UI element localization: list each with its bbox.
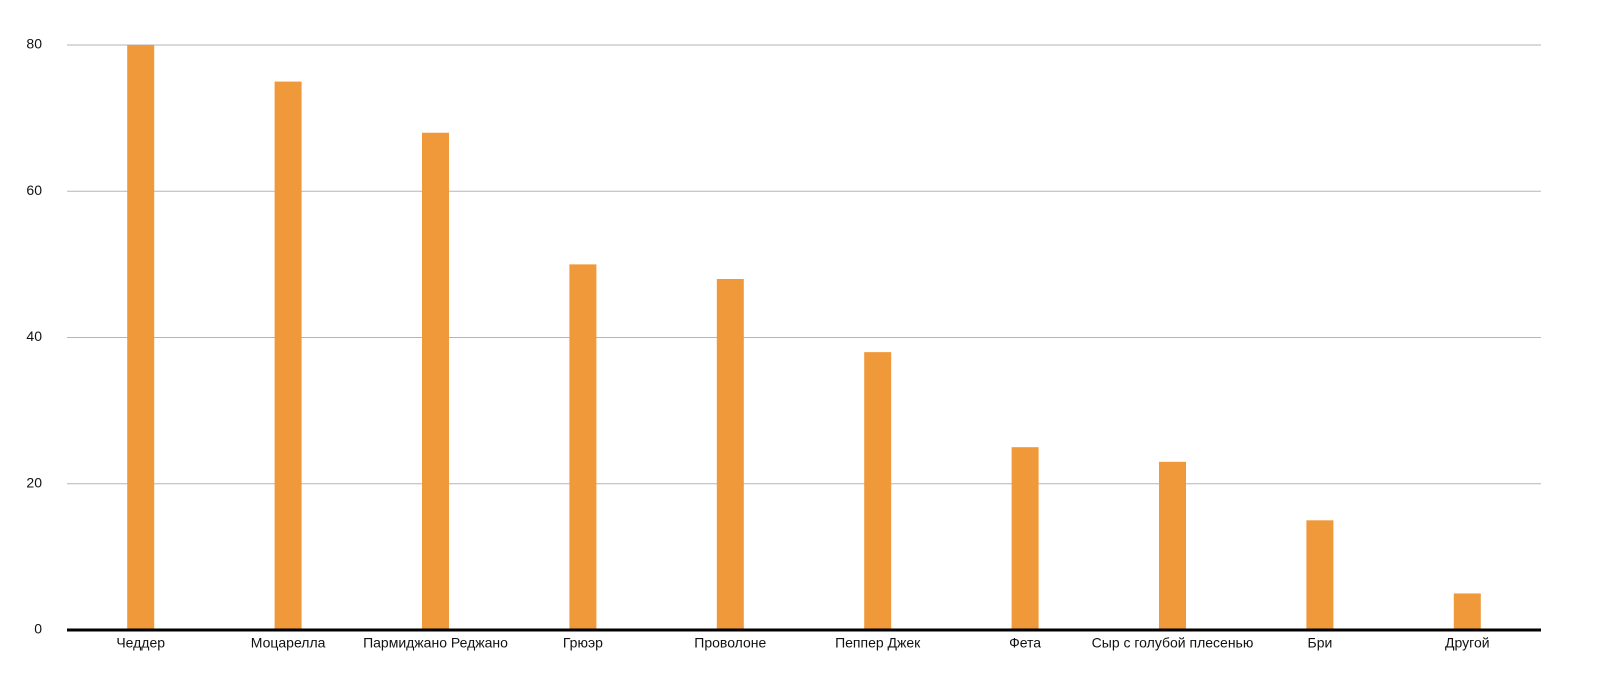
bar: [716, 279, 744, 630]
y-tick-label: 20: [26, 474, 42, 490]
x-tick-label: Фета: [1009, 635, 1041, 651]
x-tick-label: Проволоне: [694, 635, 766, 651]
bar: [1306, 520, 1334, 630]
x-tick-label: Другой: [1445, 635, 1490, 651]
y-tick-label: 40: [26, 328, 42, 344]
bar: [422, 132, 449, 630]
bar: [864, 352, 892, 630]
y-tick-label: 60: [26, 182, 42, 198]
bar: [1453, 593, 1481, 630]
x-tick-label: Пеппер Джек: [835, 635, 921, 651]
x-tick-label: Грюэр: [563, 635, 603, 651]
bar: [1159, 461, 1186, 630]
x-tick-label: Сыр с голубой плесенью: [1092, 635, 1254, 651]
y-tick-label: 0: [34, 621, 42, 637]
x-tick-label: Бри: [1308, 635, 1333, 651]
y-tick-label: 80: [26, 36, 42, 52]
bar: [569, 264, 597, 630]
bar: [274, 81, 302, 630]
x-tick-label: Чеддер: [116, 635, 165, 651]
bar: [127, 45, 155, 630]
bar: [1011, 447, 1039, 630]
x-tick-label: Пармиджано Реджано: [363, 635, 508, 651]
x-tick-label: Моцарелла: [251, 635, 326, 651]
